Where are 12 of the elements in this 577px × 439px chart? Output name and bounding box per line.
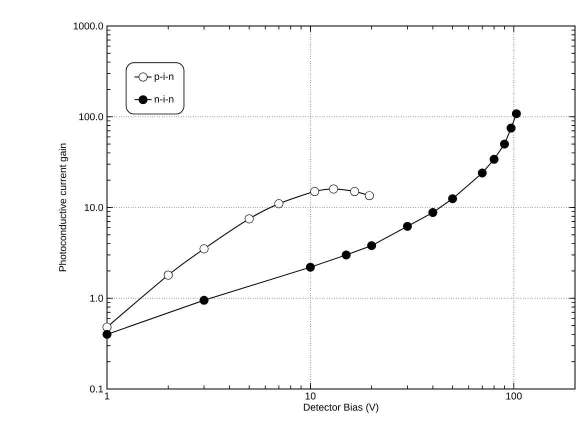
- y-tick-label: 100.0: [79, 113, 104, 120]
- x-tick-label: 100: [506, 392, 522, 400]
- x-axis-title: Detector Bias (V): [304, 403, 378, 413]
- y-tick-label: 0.1: [90, 385, 104, 393]
- legend-label: p-i-n: [154, 72, 174, 82]
- x-tick-label: 10: [306, 392, 316, 400]
- y-axis-title: Photoconductive current gain: [58, 144, 68, 272]
- y-tick-label: 10.0: [84, 204, 104, 212]
- x-tick-label: 1: [104, 392, 110, 400]
- legend-label: n-i-n: [154, 95, 174, 103]
- y-tick-label: 1.0: [90, 294, 104, 302]
- y-tick-label: 1000.0: [74, 22, 104, 30]
